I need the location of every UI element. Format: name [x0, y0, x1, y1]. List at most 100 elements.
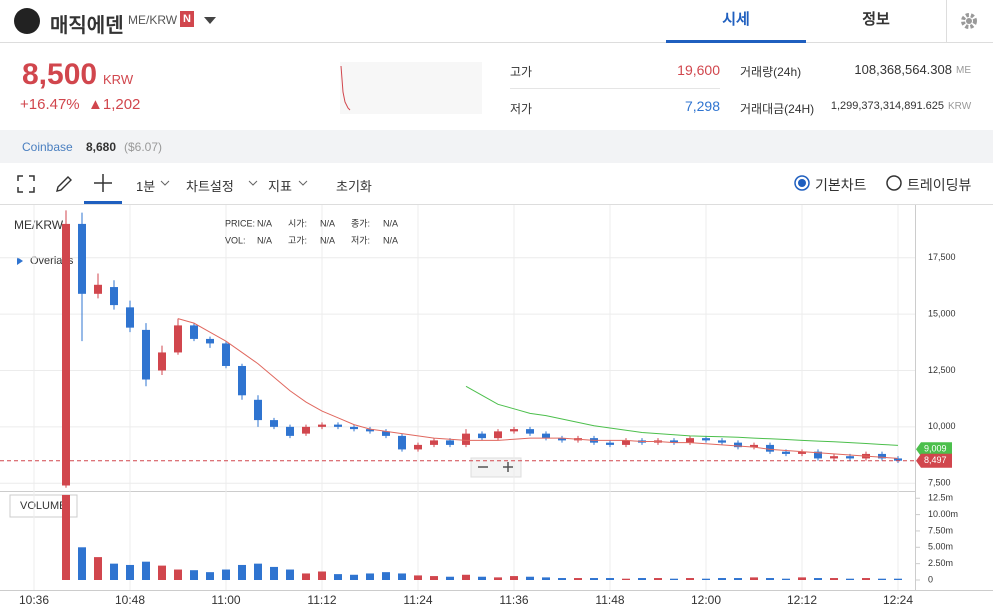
volume-bar: [526, 576, 534, 580]
y-tick-label: 10,000: [928, 421, 956, 431]
candle-body: [206, 338, 214, 344]
candle-body: [350, 426, 358, 430]
candle-body: [718, 440, 726, 443]
ma-line: [177, 318, 899, 459]
x-tick-label: 11:36: [499, 593, 528, 607]
chart-settings[interactable]: 차트설정: [186, 179, 234, 194]
x-tick-label: 11:00: [211, 593, 240, 607]
price-tag-label: 8,497: [924, 455, 947, 465]
volume-bar: [382, 572, 390, 580]
option[interactable]: 기본차트: [815, 177, 867, 193]
crosshair[interactable]: [84, 163, 122, 204]
radio-on[interactable]: [794, 175, 810, 191]
pair: ME/KRW: [128, 13, 178, 27]
candle-body: [734, 442, 742, 448]
y-tick-label: 7.50m: [928, 525, 953, 535]
candle-body: [78, 223, 86, 294]
candle-body: [270, 420, 278, 427]
price-tag: [916, 442, 952, 457]
stat-value: 1,299,373,314,891.625: [830, 100, 944, 112]
volume-bar: [334, 574, 342, 580]
dropdown[interactable]: [203, 15, 217, 25]
volume-bar: [750, 577, 758, 580]
reset[interactable]: 초기화: [336, 179, 372, 194]
fullscreen[interactable]: [16, 174, 36, 194]
volume-bar: [62, 494, 70, 580]
stat-unit: ME: [956, 65, 971, 76]
legend-value: N/A: [383, 218, 398, 228]
marks: 7,500 10,000 12,500 15,000 17,500 0 2.50m 5.00m…: [0, 205, 958, 607]
exchange: Coinbase: [22, 140, 73, 154]
candle-body: [830, 456, 838, 459]
candle-body: [398, 435, 406, 450]
candle-body: [254, 399, 262, 421]
zoom: [470, 457, 522, 478]
panel-divider: [0, 491, 915, 492]
stat-value: 19,600: [677, 62, 720, 78]
candle-body: [286, 426, 294, 436]
volume-bar: [158, 565, 166, 580]
volume-bar: [78, 547, 86, 580]
candle-body: [446, 440, 454, 445]
volume-bar: [126, 564, 134, 580]
stat-value: 108,368,564.308: [854, 62, 952, 77]
candle-body: [414, 444, 422, 450]
volume-bar: [830, 578, 838, 580]
volume-bar: [462, 574, 470, 580]
volume-bar: [94, 557, 102, 580]
candle-body: [542, 433, 550, 439]
candle-body: [622, 440, 630, 445]
candle-body: [238, 365, 246, 396]
tab[interactable]: 시세: [666, 0, 806, 43]
change-rate: +16.47%: [20, 96, 80, 113]
candle-body: [174, 325, 182, 353]
stat-label: 고가: [510, 65, 533, 79]
volume-bar: [398, 573, 406, 580]
volume-bar: [350, 574, 358, 580]
volume-bar: [318, 571, 326, 580]
volume-bar: [894, 578, 902, 580]
y-tick-label: 10.00m: [928, 509, 958, 519]
tab[interactable]: 정보: [862, 11, 890, 28]
volume-bar: [846, 578, 854, 580]
settings[interactable]: [946, 0, 993, 42]
reference-bar: Coinbase 8,680 ($6.07): [0, 130, 993, 163]
candle-body: [62, 223, 70, 486]
volume-bar: [110, 563, 118, 580]
divider: [510, 88, 720, 89]
volume-bar: [206, 572, 214, 580]
volume-bar: [558, 578, 566, 580]
x-tick-label: 12:12: [787, 593, 817, 607]
option[interactable]: 트레이딩뷰: [907, 177, 972, 193]
volume-bar: [190, 570, 198, 580]
ref-usd: ($6.07): [124, 140, 163, 154]
candle-body: [190, 325, 198, 339]
x-tick-label: 12:24: [883, 593, 913, 607]
y-tick-label: 15,000: [928, 308, 956, 318]
y-tick-label: 2.50m: [928, 558, 953, 568]
candle-body: [382, 431, 390, 436]
volume-bar: [734, 578, 742, 580]
volume-bar: [878, 578, 886, 580]
candle-body: [510, 429, 518, 432]
price-tag: [916, 453, 952, 468]
volume-bar: [622, 578, 630, 580]
legend-label: 저가:: [351, 235, 370, 245]
y-tick-label: 7,500: [928, 478, 951, 488]
volume-bar: [702, 578, 710, 580]
volume-bar: [718, 578, 726, 580]
legend-label: PRICE:: [225, 218, 255, 228]
draw[interactable]: [54, 174, 74, 194]
y-tick-label: 5.00m: [928, 542, 953, 552]
legend-label: VOL:: [225, 235, 246, 245]
candle-body: [494, 431, 502, 439]
sparkline: [340, 62, 482, 114]
radio-off[interactable]: [886, 175, 902, 191]
candle-body: [766, 444, 774, 452]
volume-bar: [686, 578, 694, 580]
interval[interactable]: 1분: [136, 179, 156, 194]
legend-value: N/A: [320, 235, 335, 245]
zoom-icons[interactable]: [478, 462, 513, 472]
candle-body: [878, 453, 886, 459]
indicator[interactable]: 지표: [268, 179, 292, 194]
